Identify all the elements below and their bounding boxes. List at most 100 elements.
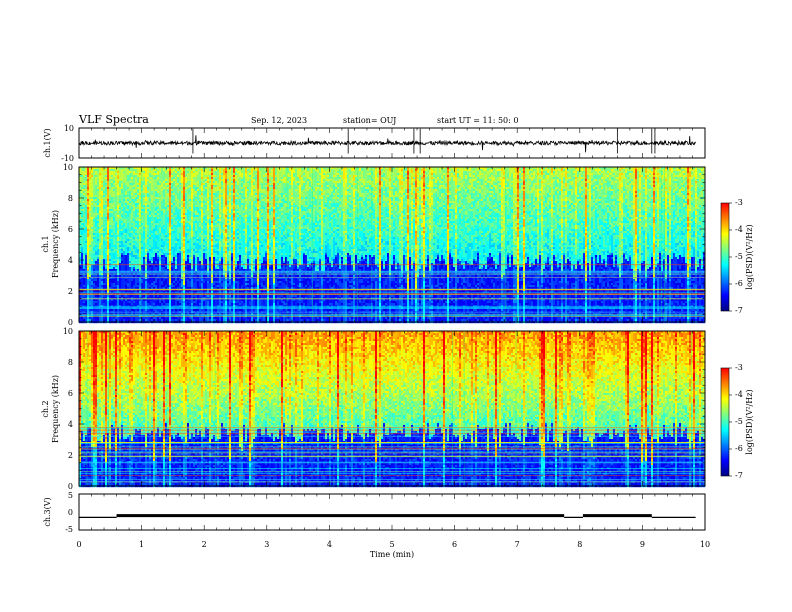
- spectrogram-cell: [113, 181, 116, 184]
- spectrogram-cell: [133, 187, 136, 190]
- spectrogram-cell: [223, 315, 226, 324]
- spectrogram-cell: [239, 227, 242, 232]
- spectrogram-cell: [331, 179, 334, 182]
- spectrogram-cell: [127, 191, 130, 198]
- spectrogram-cell: [331, 215, 334, 218]
- ch1-trace: [78, 128, 696, 154]
- spectrogram-cell: [107, 187, 110, 190]
- spectrogram-cell: [149, 307, 152, 310]
- spectrogram-cell: [229, 267, 232, 270]
- spectrogram-cell: [263, 315, 266, 322]
- spectrogram-cell: [257, 265, 260, 270]
- spectrogram-cell: [303, 293, 306, 304]
- spectrogram-cell: [241, 207, 244, 218]
- spectrogram-cell: [83, 195, 86, 202]
- spectrogram-cell: [137, 275, 140, 278]
- spectrogram-cell: [309, 251, 312, 258]
- spectrogram-cell: [171, 181, 174, 184]
- ch1-waveform-line: [78, 135, 696, 153]
- spectrogram-cell: [265, 239, 268, 244]
- spectrogram-cell: [107, 221, 110, 234]
- spectrogram-cell: [137, 189, 140, 194]
- spectrogram-cell: [329, 263, 332, 270]
- spectrogram-cell: [119, 249, 122, 254]
- spectrogram-cell: [199, 305, 202, 310]
- spectrogram-cell: [97, 255, 100, 258]
- spectrogram-cell: [211, 283, 214, 288]
- spectrogram-cell: [191, 227, 194, 232]
- spectrogram-cell: [213, 249, 216, 254]
- spectrogram-cell: [171, 231, 174, 248]
- spectrogram-cell: [331, 217, 334, 220]
- spectrogram-cell: [135, 229, 138, 232]
- spectrogram-cell: [359, 181, 362, 192]
- spectrogram-cell: [349, 223, 352, 228]
- spectrogram-cell: [327, 183, 330, 186]
- spectrogram-cell: [331, 193, 334, 198]
- spectrogram-cell: [339, 205, 342, 208]
- spectrogram-cell: [143, 319, 146, 322]
- spectrogram-cell: [343, 249, 346, 252]
- spectrogram-cell: [247, 183, 250, 188]
- spectrogram-cell: [211, 309, 214, 314]
- spectrogram-cell: [247, 197, 250, 206]
- spectrogram-cell: [327, 229, 330, 240]
- spectrogram-cell: [207, 273, 210, 278]
- spectrogram-cell: [227, 239, 230, 244]
- spectrogram-cell: [135, 201, 138, 204]
- spectrogram-cell: [129, 181, 132, 184]
- spectrogram-cell: [233, 273, 236, 278]
- spectrogram-cell: [241, 167, 244, 174]
- spectrogram-cell: [339, 183, 342, 200]
- spectrogram-cell: [107, 253, 110, 256]
- spectrogram-cell: [357, 263, 360, 272]
- spectrogram-cell: [205, 203, 208, 206]
- spectrogram-cell: [165, 267, 168, 270]
- spectrogram-cell: [291, 295, 294, 298]
- spectrogram-cell: [113, 191, 116, 198]
- spectrogram-cell: [121, 319, 124, 324]
- spectrogram-cell: [141, 243, 144, 248]
- spectrogram-cell: [81, 193, 84, 208]
- spectrogram-cell: [159, 261, 162, 266]
- spectrogram-cell: [251, 219, 254, 222]
- spectrogram-cell: [209, 201, 212, 210]
- spectrogram-cell: [273, 295, 276, 300]
- spectrogram-cell: [171, 191, 174, 194]
- spectrogram-cell: [353, 245, 356, 250]
- spectrogram-cell: [217, 235, 220, 238]
- spectrogram-cell: [113, 171, 116, 178]
- spectrogram-cell: [241, 189, 244, 192]
- spectrogram-cell: [257, 199, 260, 202]
- spectrogram-cell: [169, 273, 172, 278]
- spectrogram-cell: [341, 211, 344, 224]
- spectrogram-cell: [313, 241, 316, 250]
- spectrogram-cell: [361, 255, 364, 258]
- spectrogram-cell: [295, 231, 298, 244]
- spectrogram-cell: [183, 293, 186, 300]
- spectrogram-cell: [195, 197, 198, 200]
- spectrogram-cell: [161, 265, 164, 268]
- spectrogram-cell: [229, 197, 232, 200]
- spectrogram-cell: [229, 169, 232, 172]
- spectrogram-cell: [89, 211, 92, 214]
- spectrogram-cell: [363, 261, 366, 266]
- spectrogram-cell: [135, 287, 138, 290]
- spectrogram-cell: [167, 269, 170, 286]
- spectrogram-cell: [91, 265, 94, 276]
- spectrogram-cell: [83, 223, 86, 228]
- spectrogram-cell: [343, 209, 346, 212]
- spectrogram-cell: [349, 255, 352, 258]
- spectrogram-cell: [273, 217, 276, 226]
- spectrogram-cell: [157, 297, 160, 306]
- spectrogram-cell: [253, 297, 256, 320]
- spectrogram-cell: [281, 253, 284, 256]
- spectrogram-cell: [357, 183, 360, 186]
- spectrogram-cell: [211, 173, 214, 176]
- spectrogram-cell: [357, 275, 360, 278]
- spectrogram-cell: [221, 259, 224, 266]
- spectrogram-cell: [317, 281, 320, 284]
- spectrogram-cell: [137, 193, 140, 196]
- spectrogram-cell: [305, 279, 308, 286]
- spectrogram-cell: [205, 267, 208, 270]
